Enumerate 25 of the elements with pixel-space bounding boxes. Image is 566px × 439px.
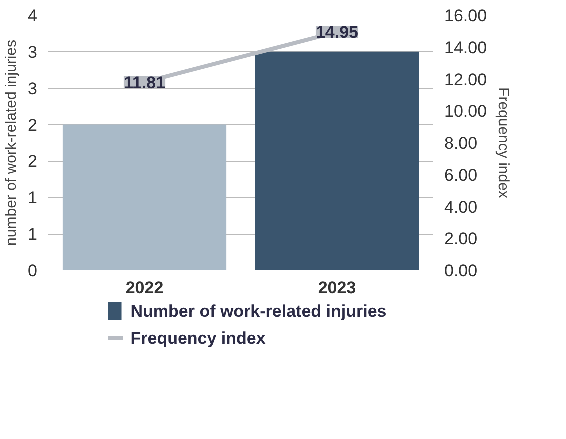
data-label: 11.81 (124, 73, 166, 92)
y2-tick-label: 16.00 (444, 6, 488, 26)
y-tick-label: 1 (28, 188, 38, 208)
x-tick-label: 2022 (126, 278, 164, 298)
y-tick-label: 2 (28, 116, 38, 135)
y2-axis-title: Frequency index (495, 88, 512, 199)
y2-tick-label: 6.00 (444, 166, 478, 185)
y2-tick-label: 0.00 (444, 262, 478, 280)
y-tick-label: 1 (28, 225, 38, 244)
y-tick-label: 3 (28, 42, 38, 62)
y2-tick-label: 2.00 (444, 230, 478, 249)
y2-tick-label: 14.00 (444, 38, 488, 58)
y2-tick-label: 4.00 (444, 198, 478, 217)
data-label: 14.95 (316, 23, 359, 42)
legend-label: Number of work-related injuries (130, 302, 387, 321)
y-tick-label: 4 (28, 6, 38, 26)
x-tick-label: 2023 (318, 278, 356, 298)
y2-tick-label: 12.00 (444, 70, 488, 90)
y2-tick-label: 10.00 (444, 102, 488, 122)
y-tick-label: 2 (28, 152, 38, 172)
y-tick-label: 0 (28, 262, 38, 280)
y-tick-label: 3 (28, 79, 38, 98)
y2-tick-label: 8.00 (444, 134, 478, 153)
y-axis-title: number of work-related injuries (3, 40, 20, 246)
legend-label: Frequency index (130, 329, 266, 348)
